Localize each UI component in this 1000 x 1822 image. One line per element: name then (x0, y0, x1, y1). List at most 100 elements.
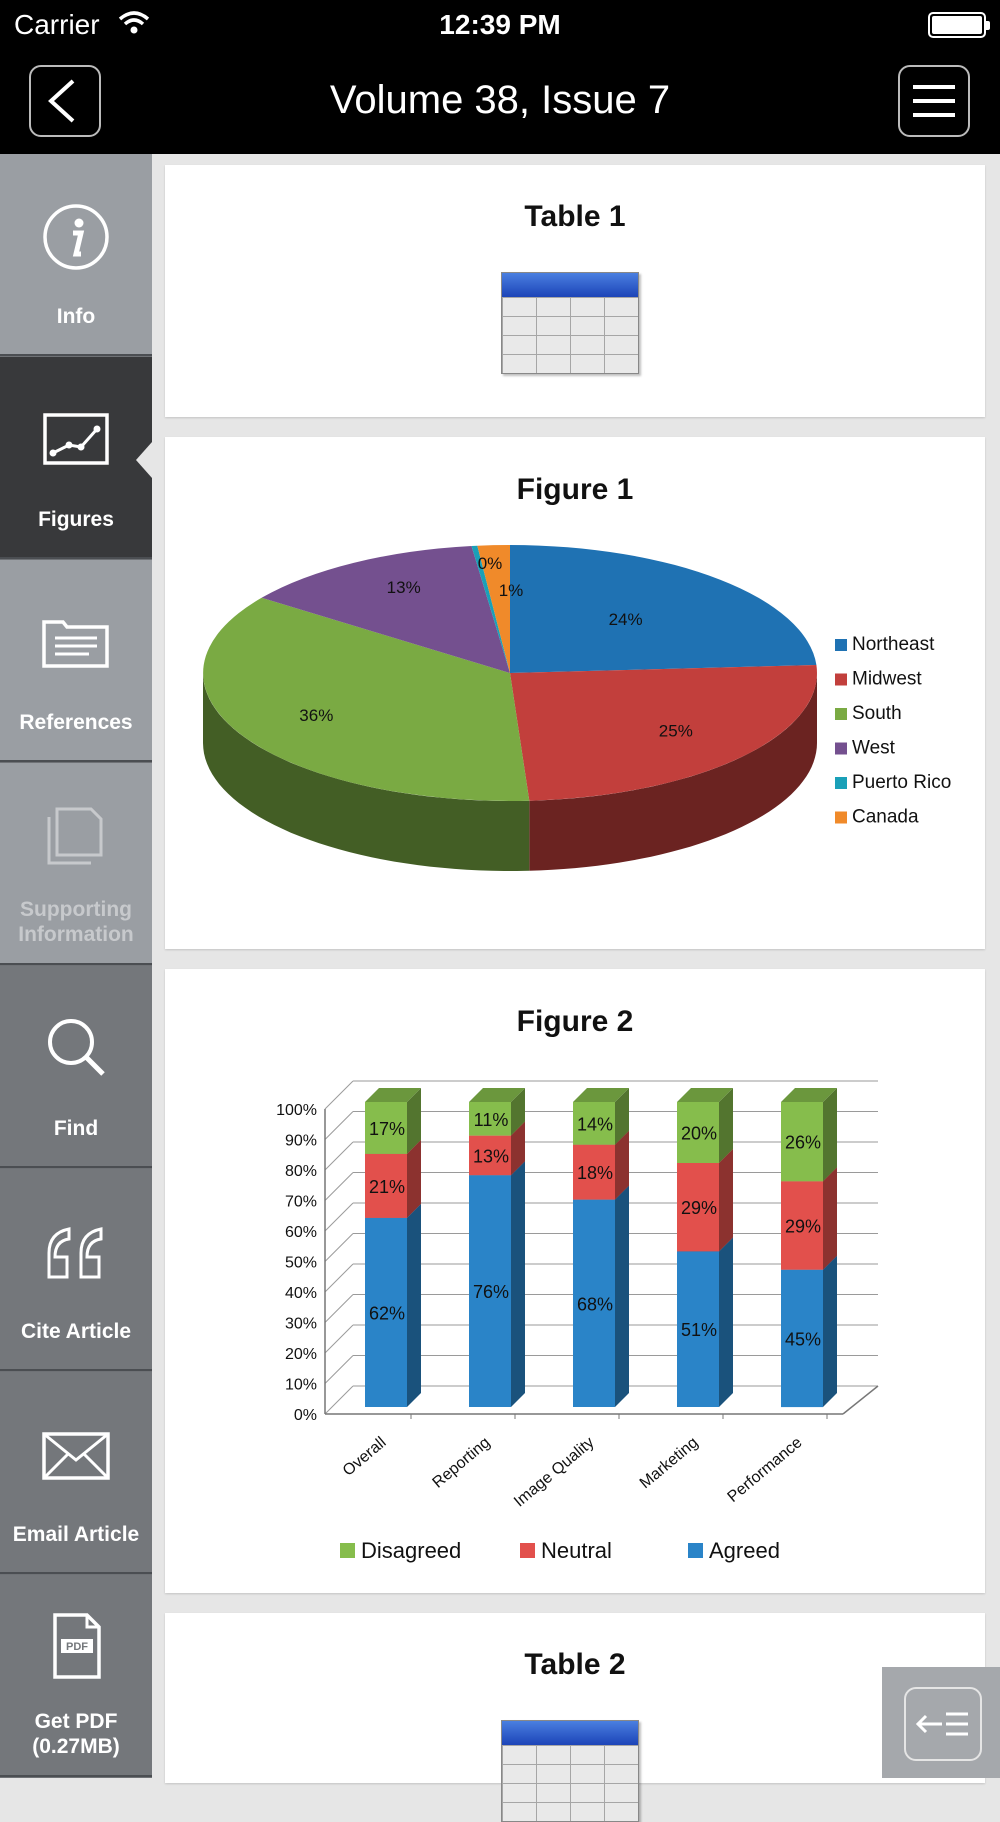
y-tick-label: 30% (285, 1316, 317, 1333)
legend-swatch (835, 777, 847, 789)
y-tick-label: 90% (285, 1133, 317, 1150)
quote-icon (47, 1227, 103, 1279)
sidebar-item-supporting-information[interactable]: Supporting Information (0, 763, 152, 965)
nav-bar: Volume 38, Issue 7 (0, 52, 1000, 154)
y-tick-label: 60% (285, 1224, 317, 1241)
y-tick-label: 70% (285, 1194, 317, 1211)
legend-label: Agreed (709, 1538, 780, 1563)
legend-swatch (835, 708, 847, 720)
table-thumbnail-icon[interactable] (501, 1720, 639, 1822)
sidebar-item-get-pdf[interactable]: PDF Get PDF (0.27MB) (0, 1575, 152, 1777)
legend-swatch (340, 1543, 355, 1558)
figure-2-card[interactable]: Figure 2 0% 10% 20% 30% 40% 50% 60% 70% 80% 90% 10… (165, 969, 985, 1593)
sidebar-item-email-article[interactable]: Email Article (0, 1372, 152, 1574)
legend-swatch (835, 742, 847, 755)
figure-chart-icon (43, 413, 109, 465)
selection-pointer (136, 442, 152, 478)
search-icon (48, 1019, 105, 1076)
pie-side-midwest (529, 673, 817, 871)
menu-button[interactable] (898, 65, 970, 137)
hamburger-icon (913, 85, 955, 117)
sidebar-item-find[interactable]: Find (0, 966, 152, 1168)
y-tick-label: 80% (285, 1163, 317, 1180)
battery-icon (928, 12, 990, 38)
bar-segment-disagreed (365, 1088, 421, 1154)
pie-data-label: 0% (478, 554, 503, 573)
sidebar-item-references[interactable]: References (0, 560, 152, 762)
sidebar-item-label: Email Article (12, 1523, 140, 1546)
bar-data-label: 21% (369, 1177, 405, 1197)
sidebar-item-label: Info (56, 305, 96, 328)
sidebar-item-label: Supporting Information (18, 898, 134, 946)
y-tick-label: 0% (294, 1407, 317, 1424)
bar-data-label: 26% (785, 1133, 821, 1153)
sidebar: Info Figures References Supporting Infor… (0, 154, 152, 1778)
legend-swatch (520, 1543, 535, 1558)
legend-swatch (835, 639, 847, 651)
legend-label: South (852, 703, 902, 724)
figure-1-title: Figure 1 (516, 473, 634, 506)
legend-label: Midwest (852, 669, 922, 690)
y-tick-label: 10% (285, 1377, 317, 1394)
collapse-sidebar-button[interactable] (904, 1687, 982, 1761)
legend-swatch (835, 673, 847, 686)
pie-data-label: 13% (387, 578, 421, 597)
carrier-label: Carrier (14, 9, 100, 40)
y-tick-label: 100% (276, 1102, 317, 1119)
x-tick-label: Performance (724, 1434, 805, 1506)
bar-data-label: 17% (369, 1119, 405, 1139)
stacked-bar-chart[interactable]: 0% 10% 20% 30% 40% 50% 60% 70% 80% 90% 100% 62% 21% 1… (165, 969, 985, 1593)
figure-1-card[interactable]: Figure 1 24% 25% 36% 13% 0% 1% Northeast Midwes… (165, 437, 985, 949)
svg-text:PDF: PDF (66, 1641, 88, 1653)
legend-label: Canada (852, 807, 919, 828)
bar-data-label: 13% (473, 1146, 509, 1166)
table-2-card[interactable]: Table 2 (165, 1613, 985, 1822)
y-tick-label: 40% (285, 1285, 317, 1302)
arrow-left-lines-icon (915, 1712, 968, 1736)
status-bar: Carrier 12:39 PM (0, 0, 1000, 52)
bar-data-label: 29% (785, 1217, 821, 1237)
pie-data-label: 1% (499, 581, 524, 600)
bar-segment-disagreed (677, 1088, 733, 1163)
pie-slice-midwest (510, 665, 817, 801)
x-tick-label: Reporting (429, 1434, 493, 1492)
table-thumbnail-icon[interactable] (501, 272, 639, 374)
sidebar-item-info[interactable]: Info (0, 154, 152, 356)
legend-label: Northeast (852, 634, 935, 655)
bar-segment-agreed (365, 1203, 421, 1407)
bar-segment-agreed (469, 1161, 525, 1407)
status-time: 12:39 PM (439, 9, 561, 40)
x-tick-label: Image Quality (511, 1434, 598, 1510)
bar-data-label: 62% (369, 1303, 405, 1323)
legend-swatch (835, 811, 847, 824)
sidebar-item-label: Get PDF (0.27MB) (32, 1710, 120, 1758)
pie-slice-northeast (510, 545, 817, 673)
chevron-left-icon (48, 79, 75, 123)
bar-segment-disagreed (573, 1088, 629, 1145)
pie-slice-canada (477, 544, 510, 673)
table-1-card[interactable]: Table 1 (165, 165, 985, 417)
pie-slice-puerto-rico (471, 545, 510, 673)
bar-data-label: 18% (577, 1163, 613, 1183)
bar-data-label: 45% (785, 1329, 821, 1349)
info-icon (43, 204, 109, 270)
sidebar-item-cite-article[interactable]: Cite Article (0, 1169, 152, 1371)
back-button[interactable] (29, 65, 101, 137)
pdf-icon: PDF (53, 1613, 101, 1679)
sidebar-item-label: Find (53, 1117, 99, 1140)
bar-data-label: 68% (577, 1294, 613, 1314)
legend-label: Neutral (541, 1538, 612, 1563)
pie-side-south (203, 673, 530, 871)
collapse-panel-tab (882, 1667, 1000, 1778)
table-1-title: Table 1 (524, 200, 626, 233)
legend-label: Puerto Rico (852, 772, 951, 793)
sidebar-item-label: References (19, 711, 133, 734)
legend-swatch (688, 1543, 703, 1558)
pie-slice-south (203, 597, 530, 801)
bar-data-label: 76% (473, 1282, 509, 1302)
y-tick-label: 50% (285, 1255, 317, 1272)
bar-data-label: 11% (474, 1110, 509, 1130)
pie-chart[interactable]: 24% 25% 36% 13% 0% 1% Northeast Midwest South Wes… (165, 437, 985, 949)
bar-data-label: 20% (681, 1124, 717, 1144)
sidebar-item-figures[interactable]: Figures (0, 357, 152, 559)
